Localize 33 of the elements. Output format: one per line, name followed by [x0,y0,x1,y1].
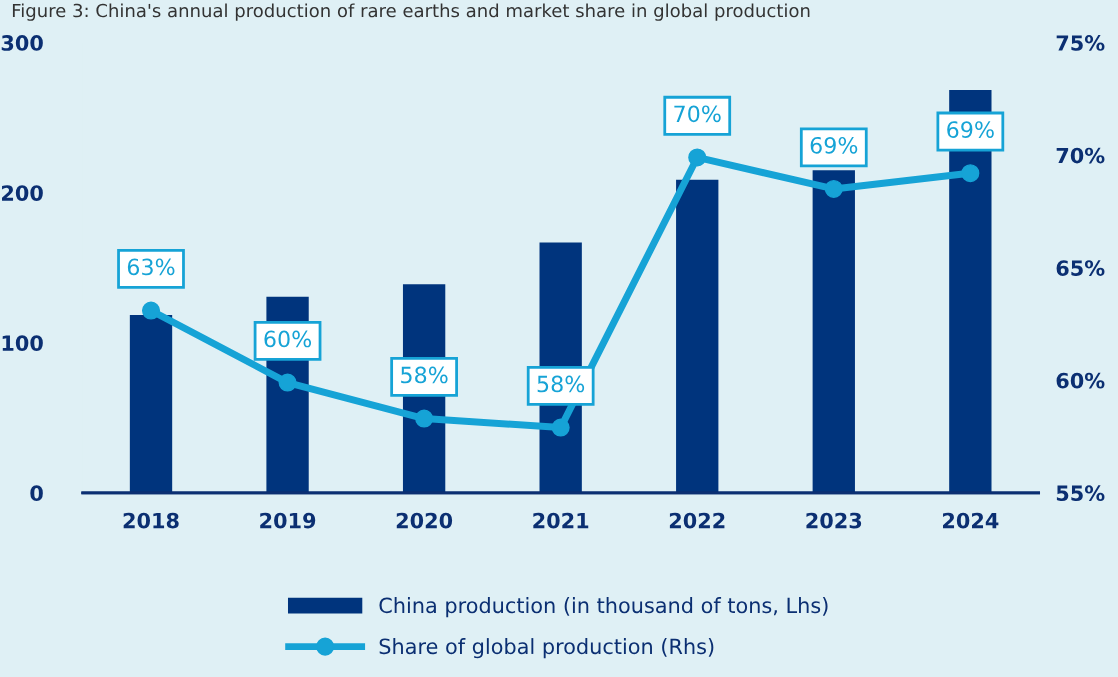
x-tick-label: 2022 [669,512,725,529]
point [141,301,161,320]
data-label: 63% [127,258,175,276]
point [824,179,843,198]
x-tick-label: 2020 [396,512,453,529]
point [688,148,707,167]
y-tick-label: 0 [30,485,43,502]
y-tick-label: 300 [1,35,43,51]
y2-tick-label: 60% [1056,372,1105,389]
legend-label: China production (in thousand of tons, Lhs) [379,597,828,618]
data-label: 70% [674,105,721,123]
y2-tick-label: 65% [1056,260,1105,276]
data-label: 58% [401,366,448,384]
y-tick-label: 100 [2,335,43,351]
x-tick-label: 2021 [533,512,589,529]
chart-title: Figure 3: China's annual production of rare earths and market share in global production [12,3,810,21]
y2-tick-label: 75% [1056,35,1105,51]
data-label: 69% [947,121,994,138]
legend-label: Share of global production (Rhs) [379,638,714,659]
data-label: 69% [810,136,858,154]
point [415,409,434,428]
x-tick-label: 2018 [123,512,179,529]
y2-tick-label: 70% [1056,147,1105,164]
x-tick-label: 2019 [260,512,316,529]
point [278,373,297,392]
y2-tick-label: 55% [1056,485,1105,502]
point [551,418,570,437]
x-tick-label: 2023 [806,512,862,529]
point [961,164,980,183]
data-label: 58% [537,375,585,393]
y-tick-label: 200 [2,185,43,201]
data-label: 60% [264,330,312,348]
x-tick-label: 2024 [943,512,999,529]
